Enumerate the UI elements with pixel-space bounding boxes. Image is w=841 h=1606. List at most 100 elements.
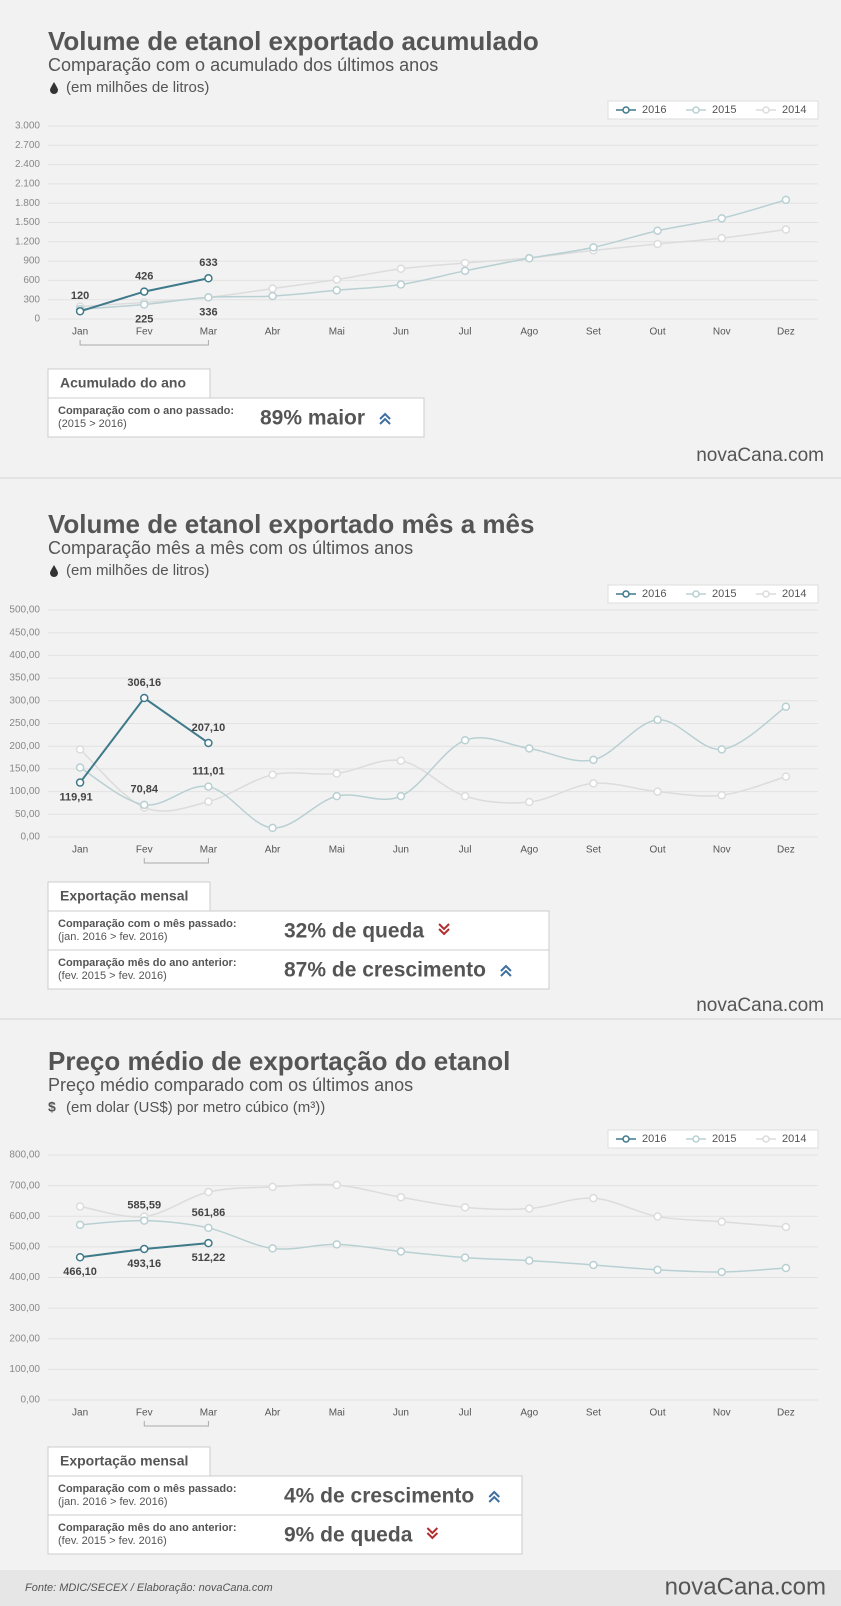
data-point bbox=[781, 1263, 791, 1273]
x-tick-label: Out bbox=[650, 845, 666, 856]
data-point bbox=[332, 1180, 341, 1190]
series-line bbox=[79, 1183, 786, 1228]
x-tick-label: Nov bbox=[713, 1408, 731, 1419]
data-point bbox=[268, 823, 277, 833]
legend-marker bbox=[762, 106, 770, 114]
chart-title: Volume de etanol exportado mês a mês bbox=[48, 509, 534, 539]
data-point bbox=[268, 291, 277, 301]
data-point bbox=[525, 1256, 534, 1265]
x-tick-label: Abr bbox=[265, 1408, 281, 1419]
x-tick-label: Ago bbox=[520, 327, 538, 338]
y-tick-label: 700,00 bbox=[9, 1180, 40, 1191]
data-point bbox=[781, 772, 791, 781]
chart-subtitle: Comparação com o acumulado dos últimos a… bbox=[48, 55, 438, 75]
brand: novaCana.com bbox=[696, 995, 824, 1016]
x-tick-label: Fev bbox=[136, 1408, 153, 1419]
row-note: (2015 > 2016) bbox=[58, 418, 127, 430]
drop-icon bbox=[50, 82, 58, 94]
data-point bbox=[781, 225, 791, 234]
data-point bbox=[396, 1247, 406, 1256]
y-tick-label: 900 bbox=[23, 256, 40, 267]
data-point bbox=[140, 800, 149, 810]
x-tick-label: Jun bbox=[393, 327, 409, 338]
data-point bbox=[268, 284, 277, 293]
legend-marker bbox=[622, 106, 630, 114]
data-point bbox=[332, 1240, 341, 1249]
data-point bbox=[75, 1202, 85, 1211]
x-tick-label: Mai bbox=[329, 327, 345, 338]
x-tick-label: Set bbox=[586, 327, 601, 338]
row-label: Comparação mês do ano anterior: bbox=[58, 957, 237, 969]
summary-row bbox=[47, 1514, 523, 1555]
data-point bbox=[204, 1238, 213, 1248]
data-point bbox=[717, 745, 726, 754]
chart-subtitle: Preço médio comparado com os últimos ano… bbox=[48, 1075, 413, 1095]
legend-box bbox=[607, 584, 819, 604]
unit-symbol: $ bbox=[48, 1099, 56, 1115]
data-point bbox=[460, 258, 470, 268]
data-point bbox=[332, 769, 341, 778]
x-tick-label: Ago bbox=[520, 845, 538, 856]
x-tick-label: Nov bbox=[713, 327, 731, 338]
data-point bbox=[717, 1217, 726, 1227]
period-bracket bbox=[143, 858, 209, 864]
data-point bbox=[75, 763, 85, 772]
legend-marker bbox=[762, 1135, 770, 1143]
y-tick-label: 800,00 bbox=[9, 1150, 40, 1161]
y-tick-label: 1.500 bbox=[15, 217, 40, 228]
data-label: 493,16 bbox=[127, 1258, 161, 1270]
summary-tab bbox=[47, 881, 211, 912]
trend-arrow bbox=[379, 417, 391, 425]
x-tick-label: Set bbox=[586, 845, 601, 856]
trend-arrow bbox=[426, 1532, 439, 1540]
data-point bbox=[75, 307, 85, 316]
data-point bbox=[140, 1216, 149, 1225]
data-point bbox=[396, 791, 406, 801]
data-point bbox=[589, 1260, 598, 1270]
trend-arrow bbox=[426, 1527, 439, 1535]
data-label: 120 bbox=[71, 290, 89, 302]
data-point bbox=[75, 1220, 85, 1230]
x-tick-label: Jan bbox=[72, 1408, 88, 1419]
y-tick-label: 450,00 bbox=[9, 627, 40, 638]
row-note: (fev. 2015 > fev. 2016) bbox=[58, 1535, 167, 1547]
x-tick-label: Abr bbox=[265, 327, 281, 338]
chart-title: Preço médio de exportação do etanol bbox=[48, 1046, 510, 1076]
series-line bbox=[79, 748, 787, 812]
data-point bbox=[717, 214, 726, 223]
data-point bbox=[268, 1244, 277, 1253]
x-tick-label: Mar bbox=[200, 845, 218, 856]
y-tick-label: 300 bbox=[23, 294, 40, 305]
row-note: (fev. 2015 > fev. 2016) bbox=[58, 970, 167, 982]
data-point bbox=[589, 243, 598, 252]
y-tick-label: 100,00 bbox=[9, 1364, 40, 1375]
data-label: 207,10 bbox=[192, 722, 226, 734]
unit-note: (em dolar (US$) por metro cúbico (m³)) bbox=[66, 1099, 325, 1116]
x-tick-label: Dez bbox=[777, 845, 795, 856]
data-point bbox=[396, 264, 406, 274]
data-label: 512,22 bbox=[192, 1252, 226, 1264]
x-tick-label: Ago bbox=[520, 1408, 538, 1419]
row-result: 89% maior bbox=[260, 407, 365, 430]
summary-row bbox=[47, 1475, 523, 1516]
x-tick-label: Out bbox=[650, 1408, 666, 1419]
x-tick-label: Jun bbox=[393, 845, 409, 856]
x-tick-label: Mai bbox=[329, 1408, 345, 1419]
summary-row bbox=[47, 910, 550, 951]
data-label: 119,91 bbox=[60, 791, 93, 803]
data-point bbox=[332, 286, 341, 295]
y-tick-label: 300,00 bbox=[9, 1303, 40, 1314]
data-point bbox=[653, 715, 662, 725]
data-label: 585,59 bbox=[127, 1200, 161, 1212]
data-point bbox=[589, 779, 598, 788]
data-point bbox=[653, 787, 662, 796]
data-label: 336 bbox=[199, 306, 217, 318]
y-tick-label: 0 bbox=[34, 314, 40, 325]
data-point bbox=[75, 1253, 85, 1262]
y-tick-label: 1.200 bbox=[15, 236, 40, 247]
x-tick-label: Jul bbox=[459, 845, 472, 856]
x-tick-label: Jun bbox=[393, 1408, 409, 1419]
data-point bbox=[140, 287, 149, 296]
data-label: 225 bbox=[135, 313, 153, 325]
